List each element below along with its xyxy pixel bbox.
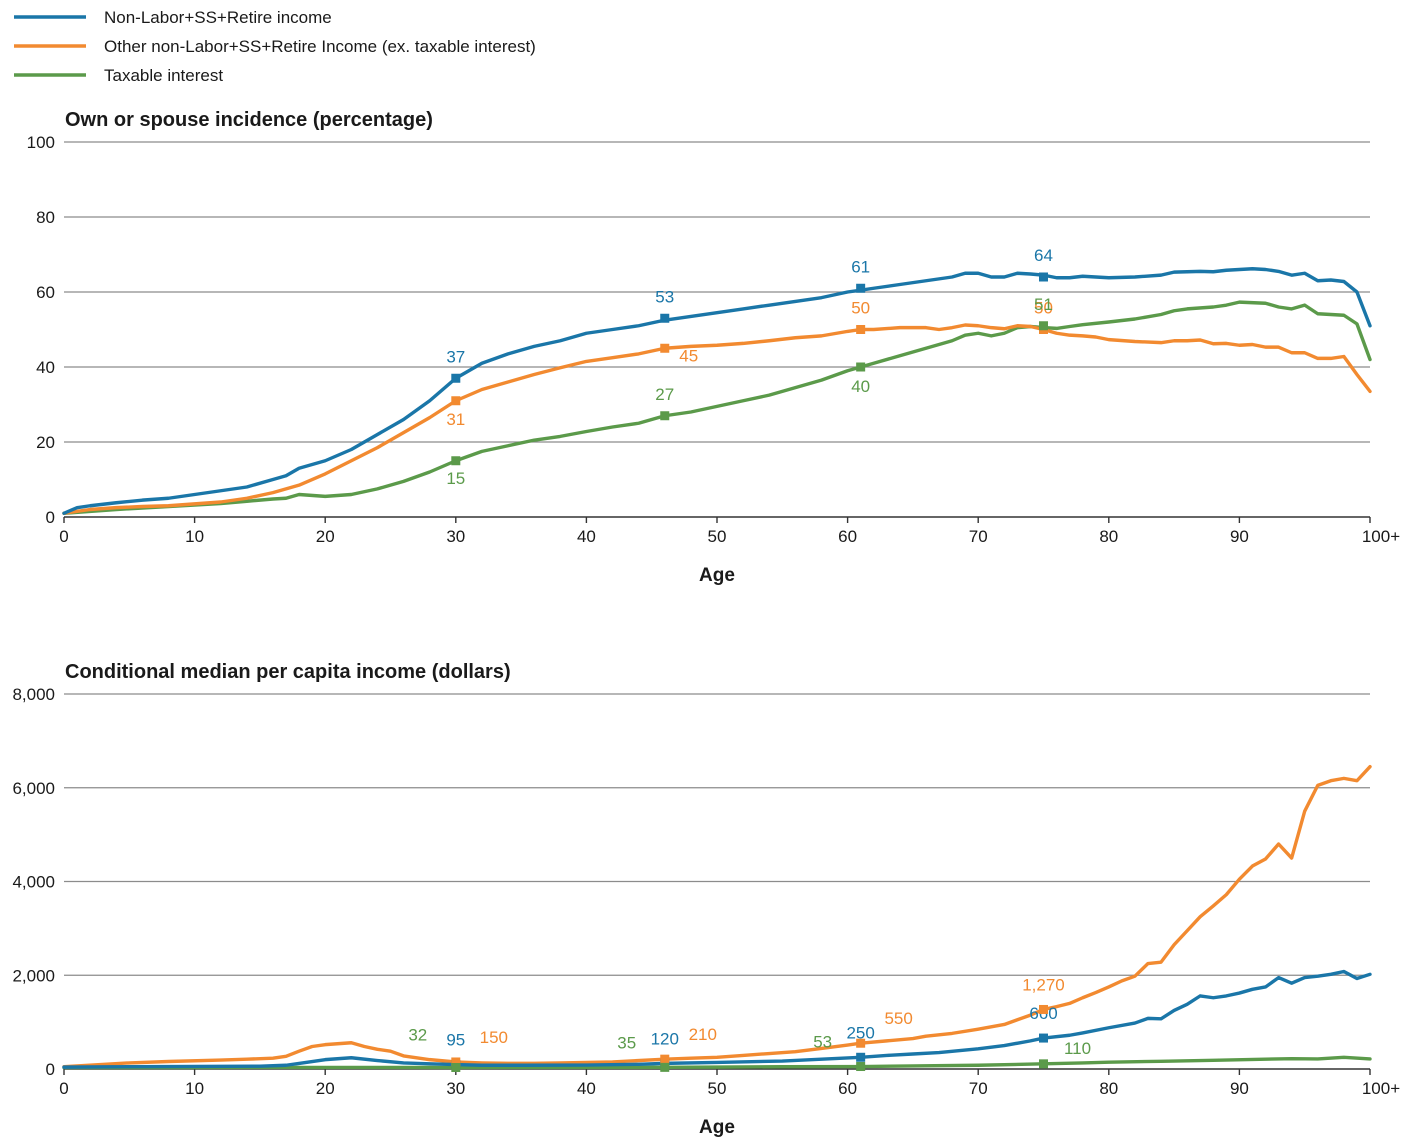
x-axis-title: Age <box>699 565 735 586</box>
data-marker-other-non-labor-ss-retire-income-ex-taxable-interest <box>856 1038 866 1048</box>
data-label: 1,270 <box>1022 975 1065 994</box>
data-marker-other-non-labor-ss-retire-income-ex-taxable-interest <box>856 325 866 334</box>
x-tick-label: 90 <box>1230 527 1249 546</box>
x-tick-label: 0 <box>59 527 68 546</box>
data-label: 50 <box>1034 299 1053 318</box>
data-label: 95 <box>446 1031 465 1050</box>
x-tick-label: 100+ <box>1362 1079 1400 1098</box>
x-tick-label: 90 <box>1230 1079 1249 1098</box>
data-label: 27 <box>655 385 674 404</box>
x-tick-label: 10 <box>185 527 204 546</box>
y-tick-label: 8,000 <box>12 685 55 704</box>
x-tick-label: 60 <box>838 527 857 546</box>
data-label: 35 <box>617 1033 636 1052</box>
data-label: 51 <box>1034 295 1053 314</box>
y-tick-label: 4,000 <box>12 873 55 892</box>
data-label: 31 <box>446 410 465 429</box>
x-tick-label: 70 <box>969 527 988 546</box>
x-tick-label: 50 <box>708 1079 727 1098</box>
data-marker-non-labor-ss-retire-income <box>660 313 670 323</box>
data-marker-non-labor-ss-retire-income <box>1039 1033 1048 1043</box>
data-marker-non-labor-ss-retire-income <box>451 373 461 383</box>
data-label: 150 <box>480 1028 508 1047</box>
y-tick-label: 2,000 <box>12 966 55 985</box>
data-label: 110 <box>1064 1039 1091 1058</box>
y-tick-label: 0 <box>46 1060 55 1079</box>
data-marker-other-non-labor-ss-retire-income-ex-taxable-interest <box>660 343 670 353</box>
data-label: 210 <box>689 1025 717 1044</box>
median-income-chart: Conditional median per capita income (do… <box>12 661 1400 1138</box>
x-tick-label: 80 <box>1099 527 1118 546</box>
data-label: 64 <box>1034 246 1053 265</box>
legend: Non-Labor+SS+Retire income Other non-Labo… <box>14 8 536 85</box>
series-line-other-non-labor-ss-retire-income-ex-taxable-interest <box>62 764 1372 1069</box>
x-tick-label: 30 <box>446 527 465 546</box>
x-axis-title: Age <box>699 1117 735 1138</box>
y-tick-label: 6,000 <box>12 779 55 798</box>
data-marker-non-labor-ss-retire-income <box>856 1052 866 1062</box>
x-tick-label: 60 <box>838 1079 857 1098</box>
data-marker-taxable-interest <box>451 456 461 466</box>
data-label: 250 <box>846 1023 874 1042</box>
data-label: 61 <box>851 257 870 276</box>
x-tick-label: 80 <box>1099 1079 1118 1098</box>
series-line-taxable-interest <box>62 1055 1372 1070</box>
data-marker-other-non-labor-ss-retire-income-ex-taxable-interest <box>451 396 461 406</box>
data-marker-taxable-interest <box>1039 1059 1048 1069</box>
chart-title: Own or spouse incidence (percentage) <box>65 109 433 131</box>
data-marker-taxable-interest <box>1039 321 1048 331</box>
data-marker-taxable-interest <box>451 1063 461 1072</box>
x-tick-label: 30 <box>446 1079 465 1098</box>
legend-label-0: Non-Labor+SS+Retire income <box>104 8 332 27</box>
y-tick-label: 100 <box>27 133 55 152</box>
data-label: 37 <box>446 347 465 366</box>
x-tick-label: 10 <box>185 1079 204 1098</box>
legend-label-2: Taxable interest <box>104 66 223 85</box>
data-label: 53 <box>813 1033 832 1052</box>
series-line-non-labor-ss-retire-income <box>62 267 1372 515</box>
x-tick-label: 50 <box>708 527 727 546</box>
data-label: 40 <box>851 377 870 396</box>
data-label: 550 <box>884 1009 912 1028</box>
legend-label-1: Other non-Labor+SS+Retire Income (ex. ta… <box>104 37 536 56</box>
data-label: 120 <box>651 1029 679 1048</box>
data-marker-non-labor-ss-retire-income <box>856 283 866 293</box>
data-marker-taxable-interest <box>660 411 670 421</box>
chart-title: Conditional median per capita income (do… <box>65 661 511 683</box>
data-label: 45 <box>679 346 698 365</box>
data-marker-other-non-labor-ss-retire-income-ex-taxable-interest <box>1039 1004 1048 1014</box>
x-tick-label: 40 <box>577 1079 596 1098</box>
x-tick-label: 0 <box>59 1079 68 1098</box>
x-tick-label: 20 <box>316 527 335 546</box>
y-tick-label: 40 <box>36 358 55 377</box>
data-marker-taxable-interest <box>660 1062 670 1072</box>
data-marker-other-non-labor-ss-retire-income-ex-taxable-interest <box>660 1054 670 1064</box>
series-line-non-labor-ss-retire-income <box>62 969 1372 1069</box>
incidence-chart: Own or spouse incidence (percentage) 0 20 4… <box>27 109 1401 586</box>
x-tick-label: 70 <box>969 1079 988 1098</box>
x-tick-label: 20 <box>316 1079 335 1098</box>
y-tick-label: 80 <box>36 208 55 227</box>
y-tick-label: 20 <box>36 433 55 452</box>
data-marker-other-non-labor-ss-retire-income-ex-taxable-interest <box>451 1057 461 1067</box>
data-label: 53 <box>655 287 674 306</box>
data-label: 50 <box>851 299 870 318</box>
data-marker-taxable-interest <box>856 362 866 372</box>
y-tick-label: 0 <box>46 508 55 527</box>
series-line-other-non-labor-ss-retire-income-ex-taxable-interest <box>62 323 1372 515</box>
y-tick-label: 60 <box>36 283 55 302</box>
x-tick-label: 40 <box>577 527 596 546</box>
x-tick-label: 100+ <box>1362 527 1400 546</box>
data-marker-taxable-interest <box>856 1062 866 1072</box>
data-label: 15 <box>446 469 465 488</box>
data-label: 32 <box>408 1026 427 1045</box>
data-marker-non-labor-ss-retire-income <box>1039 272 1048 282</box>
